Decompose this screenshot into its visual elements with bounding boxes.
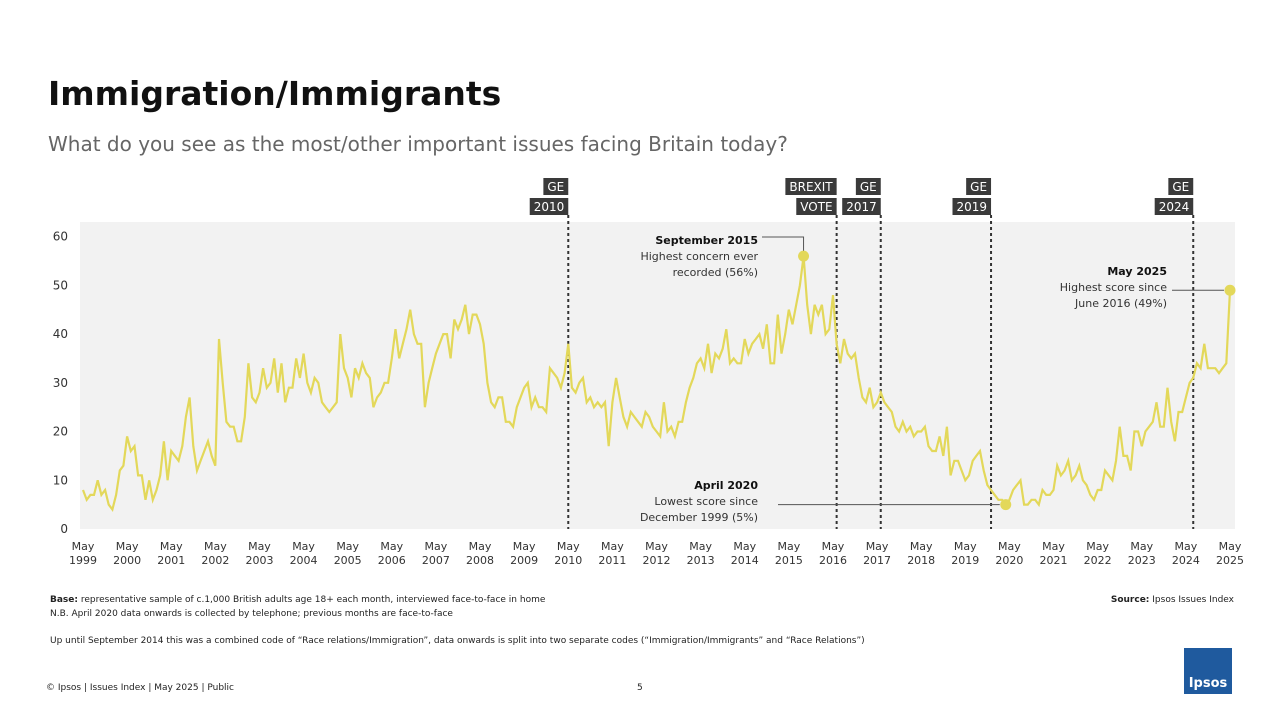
event-label: 2024 — [1154, 198, 1194, 215]
x-tick-label: May 2025 — [1216, 540, 1244, 567]
event-text: GE — [860, 180, 877, 194]
x-tick-label: May 2019 — [951, 540, 980, 567]
x-tick-label: May 2015 — [774, 540, 803, 567]
x-tick-label: May 1999 — [69, 540, 97, 567]
event-label: GE — [855, 178, 881, 195]
note: N.B. April 2020 data onwards is collecte… — [50, 609, 453, 619]
event-text: GE — [547, 180, 564, 194]
copyright: © Ipsos | Issues Index | May 2025 | Publ… — [46, 683, 234, 693]
x-tick-label: May 2008 — [466, 540, 495, 567]
source-label: Source: — [1110, 595, 1150, 605]
event-box — [1154, 198, 1194, 215]
x-tick-label: May 2010 — [554, 540, 583, 567]
event-label: GE — [966, 178, 992, 195]
y-tick-label: 40 — [53, 327, 68, 341]
event-text: 2017 — [846, 200, 877, 214]
base-text: representative sample of c.1,000 British… — [80, 595, 546, 605]
y-tick-label: 60 — [53, 230, 68, 244]
y-tick-label: 0 — [60, 522, 68, 536]
base-label: Base: — [50, 595, 78, 605]
x-tick-label: May 2006 — [377, 540, 406, 567]
page-number: 5 — [637, 683, 643, 693]
x-tick-label: May 2020 — [995, 540, 1024, 567]
x-tick-label: May 2012 — [642, 540, 671, 567]
annotation-text: June 2016 (49%) — [1074, 297, 1167, 310]
event-box — [543, 178, 569, 195]
y-tick-label: 20 — [53, 425, 68, 439]
event-box — [1168, 178, 1194, 195]
x-tick-label: May 2007 — [421, 540, 450, 567]
y-tick-label: 50 — [53, 278, 68, 292]
x-tick-label: May 2024 — [1171, 540, 1200, 567]
data-line — [81, 255, 1232, 512]
event-box — [952, 198, 992, 215]
annotation-text: Highest score since — [1060, 281, 1167, 294]
event-text: GE — [970, 180, 987, 194]
event-label: 2019 — [952, 198, 992, 215]
highlight-point — [1224, 284, 1236, 296]
annotation-title: September 2015 — [655, 234, 758, 247]
x-tick-label: May 2004 — [289, 540, 318, 567]
annotation-text: recorded (56%) — [673, 266, 758, 279]
annotation-text: Highest concern ever — [640, 250, 758, 263]
event-label: GE — [543, 178, 569, 195]
note: Up until September 2014 this was a combi… — [50, 636, 865, 646]
title: Immigration/Immigrants — [48, 74, 502, 113]
source: Source: Ipsos Issues Index — [1111, 595, 1234, 605]
event-text: BREXIT — [789, 180, 833, 194]
event-label: GE — [1168, 178, 1194, 195]
event-text: GE — [1172, 180, 1189, 194]
x-tick-label: May 2017 — [863, 540, 892, 567]
highlight-point — [1000, 499, 1012, 511]
x-tick-label: May 2023 — [1127, 540, 1156, 567]
x-tick-label: May 2001 — [157, 540, 186, 567]
subtitle: What do you see as the most/other import… — [48, 132, 788, 156]
event-label: 2010 — [529, 198, 569, 215]
plot-background — [80, 222, 1235, 529]
annotation-title: April 2020 — [694, 479, 758, 492]
x-tick-label: May 2005 — [333, 540, 362, 567]
annotation-text: Lowest score since — [654, 495, 758, 508]
x-tick-label: May 2003 — [245, 540, 274, 567]
x-tick-label: May 2014 — [730, 540, 759, 567]
x-tick-label: May 2018 — [907, 540, 936, 567]
x-tick-label: May 2011 — [598, 540, 627, 567]
chart: 0 10 20 30 40 50 60 GE 2010 BREXIT VOTE GE 2017 GE 201… — [53, 178, 1236, 536]
event-text: VOTE — [800, 200, 832, 214]
y-tick-label: 30 — [53, 376, 68, 390]
y-tick-label: 10 — [53, 473, 68, 487]
x-tick-label: May 2021 — [1039, 540, 1068, 567]
highlight-point — [798, 250, 810, 262]
event-text: 2019 — [956, 200, 987, 214]
event-box — [966, 178, 992, 195]
event-box — [855, 178, 881, 195]
event-box — [796, 198, 837, 215]
event-text: 2024 — [1159, 200, 1190, 214]
event-box — [785, 178, 837, 195]
event-label: VOTE — [796, 198, 837, 215]
source-text: Ipsos Issues Index — [1152, 595, 1234, 605]
annotation-title: May 2025 — [1107, 265, 1167, 278]
x-tick-label: May 2000 — [113, 540, 142, 567]
event-label: BREXIT — [785, 178, 837, 195]
event-box — [842, 198, 881, 215]
x-tick-label: May 2002 — [201, 540, 230, 567]
event-text: 2010 — [534, 200, 565, 214]
x-tick-label: May 2009 — [510, 540, 539, 567]
event-label: 2017 — [842, 198, 881, 215]
x-tick-label: May 2022 — [1083, 540, 1112, 567]
logo: Ipsos — [1184, 648, 1232, 694]
annotation-text: December 1999 (5%) — [640, 511, 758, 524]
event-box — [529, 198, 569, 215]
x-tick-label: May 2013 — [686, 540, 715, 567]
leader-line — [762, 236, 805, 257]
base-note: Base: representative sample of c.1,000 B… — [50, 595, 545, 605]
x-tick-label: May 2016 — [818, 540, 847, 567]
